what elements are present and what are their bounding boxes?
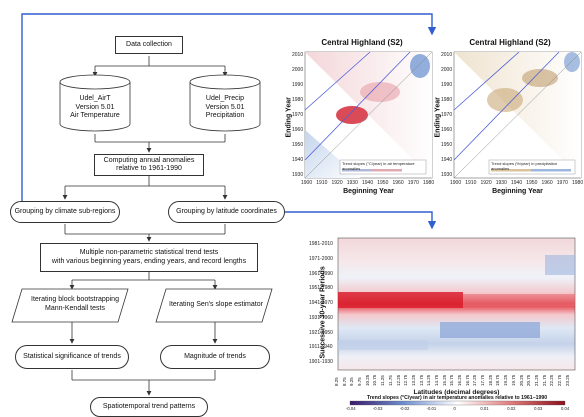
- y-tick-label: 2000: [441, 67, 453, 73]
- x-tick-label: 1960: [541, 180, 553, 186]
- air-temperature-database: [59, 74, 131, 132]
- period-tick-label: 1901-1930: [309, 359, 333, 365]
- colorbar-tick-label: 0.04: [561, 406, 570, 411]
- magnitude-box: Magnitude of trends: [160, 345, 270, 369]
- y-tick-label: 2000: [292, 67, 304, 73]
- precipitation-database: [189, 74, 261, 132]
- x-tick-label: 1970: [407, 180, 419, 186]
- x-tick-label: 1930: [346, 180, 358, 186]
- x-tick-label: 1950: [377, 180, 389, 186]
- y-tick-label: 1950: [441, 142, 453, 148]
- right-legend-text: Trend slopes (%/year) in precipitation a…: [491, 161, 558, 171]
- y-tick-label: 1980: [441, 97, 453, 103]
- x-tick-label: 1940: [511, 180, 523, 186]
- colorbar-tick-label: -0.04: [346, 406, 356, 411]
- y-tick-label: 1970: [292, 112, 304, 118]
- x-tick-label: 1940: [362, 180, 374, 186]
- x-tick-label: 1910: [316, 180, 328, 186]
- y-tick-label: 1960: [441, 127, 453, 133]
- grouping-climate-box: Grouping by climate sub-regions: [10, 201, 120, 223]
- right-plot-title: Central Highland (S2): [469, 38, 551, 47]
- heatmap-xlabel: Latitudes (decimal degrees): [413, 389, 500, 396]
- bootstrap-label: Iterating block bootstrapping Mann-Kendal…: [31, 296, 119, 312]
- period-tick-label: 1981-2010: [309, 241, 333, 247]
- colorbar-tick-label: 0.02: [507, 406, 516, 411]
- x-tick-label: 1950: [526, 180, 538, 186]
- y-tick-label: 2010: [441, 52, 453, 58]
- left-plot-xlabel: Beginning Year: [343, 188, 394, 195]
- trend-tests-box: Multiple non-parametric statistical tren…: [40, 243, 258, 272]
- heatmap-colorbar-title: Trend slopes (°C/year) in air temperatur…: [366, 395, 548, 401]
- colorbar-tick-label: -0.01: [426, 406, 437, 411]
- period-tick-label: 1921-1950: [309, 329, 333, 336]
- period-tick-label: 1931-1960: [309, 314, 333, 321]
- sens-step: [155, 288, 273, 323]
- x-tick-label: 1900: [301, 180, 313, 186]
- right-plot-xlabel: Beginning Year: [492, 188, 543, 195]
- x-tick-label: 1920: [480, 180, 492, 186]
- significance-box: Statistical significance of trends: [15, 345, 129, 369]
- blue-connector-bottom: [285, 211, 437, 230]
- sens-label: Iterating Sen's slope estimator: [169, 301, 263, 308]
- y-tick-label: 1960: [292, 127, 304, 133]
- grouping-latitude-box: Grouping by latitude coordinates: [168, 201, 285, 223]
- x-tick-label: 1980: [423, 180, 435, 186]
- blue-connector-top: [21, 13, 437, 211]
- colorbar-tick-label: 0.01: [480, 406, 489, 411]
- period-tick-label: 1911-1940: [309, 344, 333, 351]
- latitude-tick-label: 23.25: [564, 374, 570, 386]
- y-tick-label: 1970: [441, 112, 453, 118]
- colorbar-tick-label: 0: [453, 406, 456, 411]
- y-tick-label: 2010: [292, 52, 304, 58]
- x-tick-label: 1980: [572, 180, 584, 186]
- left-plot-title: Central Highland (S2): [321, 38, 403, 47]
- x-tick-label: 1960: [392, 180, 404, 186]
- left-legend-text: Trend slopes (°C/year) in air temperatur…: [342, 161, 415, 171]
- heatmap-latitude-ticks: 8.25 8.75 9.25 9.75 10.25 10.75 11.25 11.75 12.2…: [334, 375, 575, 390]
- y-tick-label: 1930: [441, 172, 453, 178]
- colorbar-tick-label: 0.03: [534, 406, 543, 411]
- x-tick-label: 1920: [331, 180, 343, 186]
- colorbar-tick-label: -0.02: [399, 406, 410, 411]
- period-tick-label: 1951-1980: [309, 285, 333, 292]
- y-tick-label: 1980: [292, 97, 304, 103]
- y-tick-label: 1940: [441, 157, 453, 163]
- x-tick-label: 1930: [495, 180, 507, 186]
- anomalies-box: Computing annual anomalies relative to 19…: [94, 154, 204, 176]
- air-database-label: Udel_AirT Version 5.01 Air Temperature: [70, 95, 120, 119]
- period-tick-label: 1961-1990: [309, 270, 333, 277]
- y-tick-label: 1990: [441, 82, 453, 88]
- x-tick-label: 1910: [465, 180, 477, 186]
- colorbar-tick-label: -0.03: [372, 406, 383, 411]
- data-collection-box: Data collection: [115, 36, 183, 54]
- x-tick-label: 1970: [556, 180, 568, 186]
- bootstrap-step: [11, 288, 129, 323]
- patterns-box: Spatiotemporal trend patterns: [90, 397, 208, 417]
- precip-database-label: Udel_Precip Version 5.01 Precipitation: [205, 95, 245, 119]
- y-tick-label: 1930: [292, 172, 304, 178]
- y-tick-label: 1950: [292, 142, 304, 148]
- period-tick-label: 1941-1970: [309, 300, 333, 306]
- period-tick-label: 1971-2000: [309, 255, 333, 262]
- x-tick-label: 1900: [450, 180, 462, 186]
- y-tick-label: 1940: [292, 157, 304, 163]
- y-tick-label: 1990: [292, 82, 304, 88]
